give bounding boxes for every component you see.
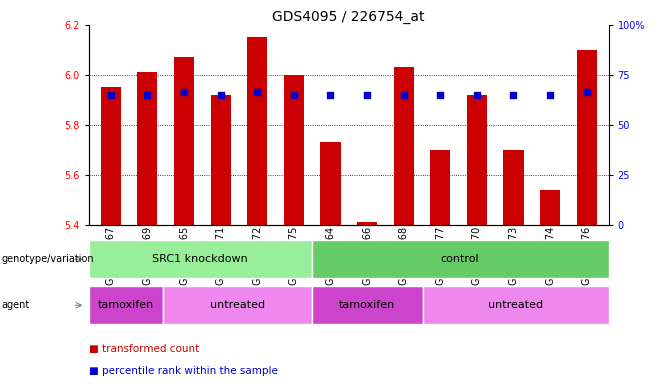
Point [545,92,555,98]
Bar [393,68,414,225]
Bar [174,58,194,225]
Point [582,89,592,96]
Title: GDS4095 / 226754_at: GDS4095 / 226754_at [272,10,425,24]
Point [508,92,519,98]
Point [325,92,336,98]
Bar [540,190,560,225]
Bar [101,88,121,225]
Point [289,92,299,98]
Text: genotype/variation: genotype/variation [1,254,94,264]
Bar [503,150,524,225]
Point [142,92,153,98]
Text: tamoxifen: tamoxifen [98,300,154,310]
Text: agent: agent [1,300,30,310]
Bar [211,95,231,225]
Bar [357,222,377,225]
Point [435,92,445,98]
Point [215,92,226,98]
Bar [576,50,597,225]
Text: ■ percentile rank within the sample: ■ percentile rank within the sample [89,366,278,376]
Bar [138,73,157,225]
Bar [467,95,487,225]
Text: tamoxifen: tamoxifen [339,300,395,310]
Bar [284,75,304,225]
Point [179,89,190,96]
Point [362,92,372,98]
Text: control: control [441,254,480,264]
Point [398,92,409,98]
Text: untreated: untreated [488,300,544,310]
Text: untreated: untreated [210,300,265,310]
Bar [247,38,267,225]
Bar [320,142,340,225]
Bar [430,150,450,225]
Text: ■ transformed count: ■ transformed count [89,344,199,354]
Text: SRC1 knockdown: SRC1 knockdown [153,254,248,264]
Point [472,92,482,98]
Point [252,89,263,96]
Point [105,92,116,98]
